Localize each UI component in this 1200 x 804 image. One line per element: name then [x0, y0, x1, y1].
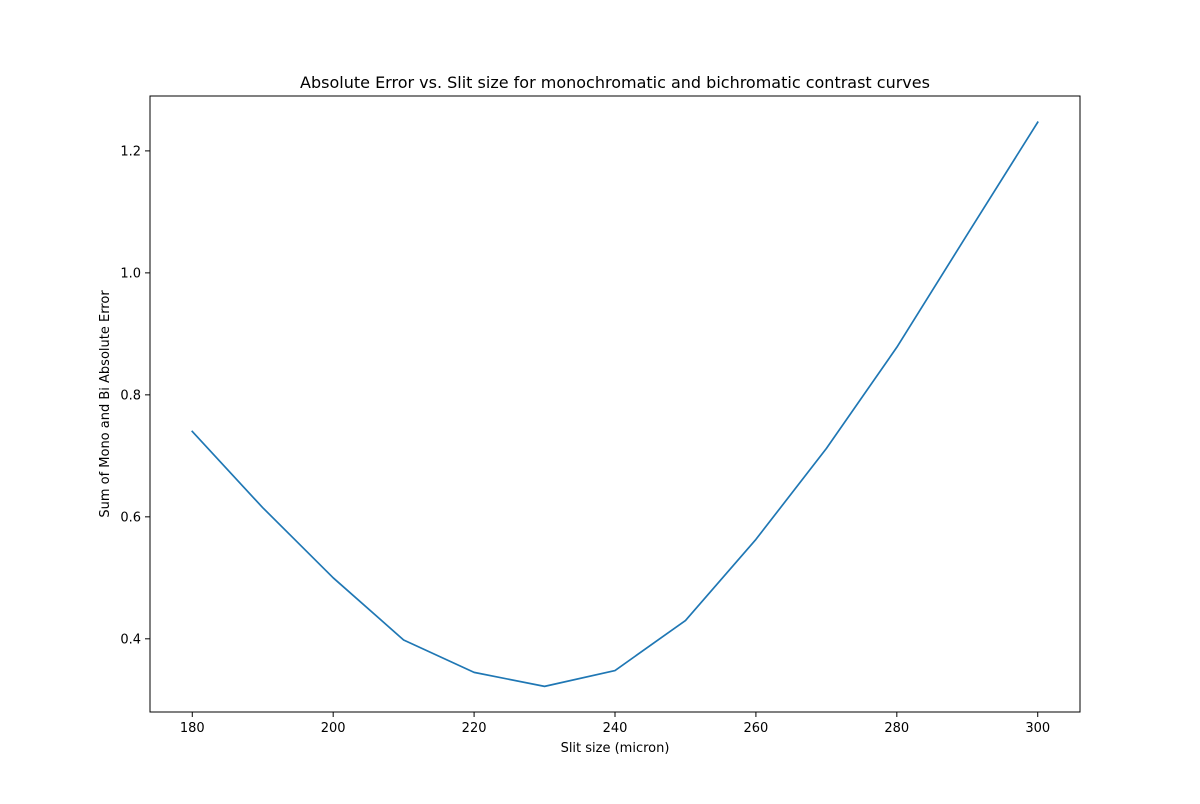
x-tick-label: 220: [462, 721, 487, 736]
x-tick-label: 200: [321, 721, 346, 736]
series-group: [191, 121, 1039, 688]
x-tick-label: 260: [743, 721, 768, 736]
y-axis-label: Sum of Mono and Bi Absolute Error: [98, 290, 113, 518]
x-tick-label: 240: [603, 721, 628, 736]
x-axis: 180 200 220 240 260 280 300: [180, 712, 1050, 736]
x-tick-label: 280: [884, 721, 909, 736]
chart-title: Absolute Error vs. Slit size for monochr…: [300, 73, 930, 92]
x-tick-label: 180: [180, 721, 205, 736]
series-line: [191, 121, 1039, 688]
y-tick-label: 0.8: [120, 388, 141, 403]
x-axis-label: Slit size (micron): [561, 741, 670, 756]
y-tick-label: 1.2: [120, 144, 141, 159]
plot-area: 180 200 220 240 260 280 300 0.4 0.6 0.8 1.0 1.2: [120, 95, 1081, 736]
x-tick-label: 300: [1025, 721, 1050, 736]
y-axis: 0.4 0.6 0.8 1.0 1.2: [120, 144, 150, 647]
y-tick-label: 0.4: [120, 632, 141, 647]
y-tick-label: 1.0: [120, 266, 141, 281]
y-tick-label: 0.6: [120, 510, 141, 525]
